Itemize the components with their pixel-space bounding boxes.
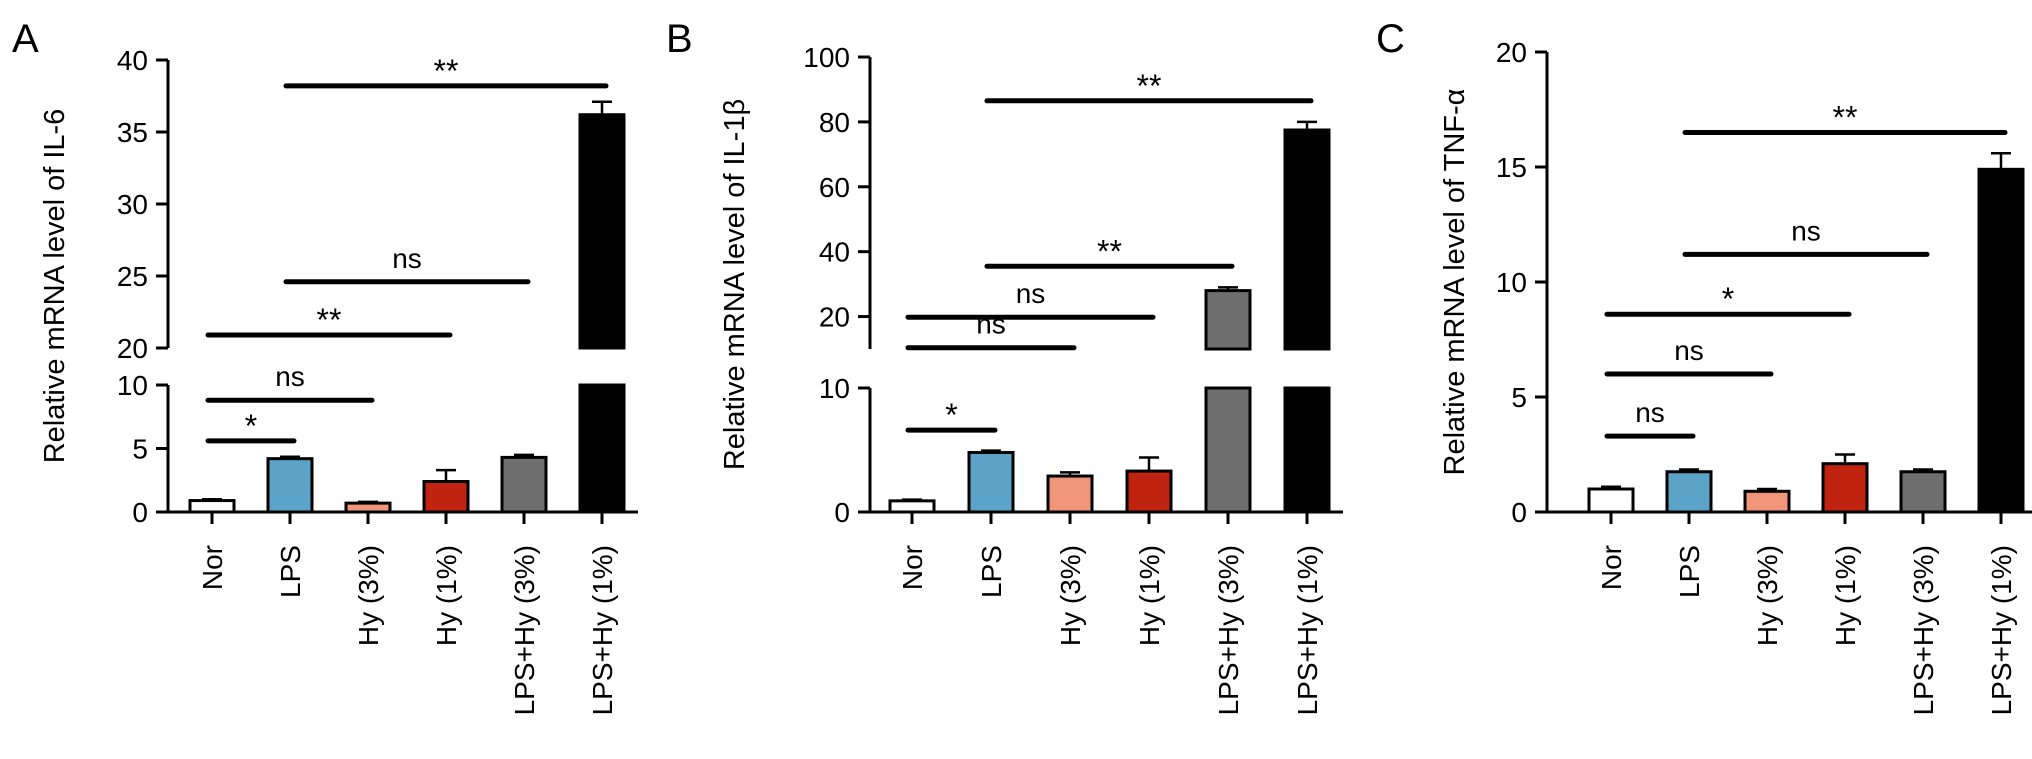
x-tick-label: Hy (1%) bbox=[1830, 545, 1861, 646]
significance-label: ns bbox=[1791, 215, 1821, 246]
bar bbox=[1821, 462, 1869, 514]
y-tick-label: 20 bbox=[117, 333, 148, 364]
significance-label: * bbox=[245, 408, 257, 444]
significance-label: ** bbox=[434, 53, 459, 89]
bar bbox=[1046, 474, 1094, 514]
y-tick-label: 10 bbox=[117, 370, 148, 401]
significance-label: ** bbox=[317, 302, 342, 338]
y-tick-label: 35 bbox=[117, 117, 148, 148]
significance-label: ns bbox=[976, 309, 1006, 340]
significance-label: ** bbox=[1833, 100, 1858, 136]
panel-letter: B bbox=[666, 17, 693, 61]
y-tick-label: 20 bbox=[1496, 37, 1527, 68]
x-tick-label: Hy (3%) bbox=[1055, 545, 1086, 646]
significance-label: ns bbox=[275, 361, 305, 392]
significance-label: ** bbox=[1137, 68, 1162, 104]
x-tick-label: Hy (3%) bbox=[353, 545, 384, 646]
x-tick-label: LPS bbox=[275, 545, 306, 598]
x-tick-label: Hy (1%) bbox=[1134, 545, 1165, 646]
panel-b: B 0 10 20 40 60 80 100 Relative mRNA level of IL… bbox=[666, 17, 1343, 715]
bar bbox=[1125, 469, 1173, 514]
x-tick-label: Hy (1%) bbox=[431, 545, 462, 646]
x-tick-label: LPS+Hy (3%) bbox=[509, 545, 540, 715]
x-tick-label: LPS+Hy (1%) bbox=[587, 545, 618, 715]
bar bbox=[578, 113, 626, 350]
bar bbox=[500, 455, 548, 514]
panel-letter: A bbox=[12, 17, 39, 61]
bar bbox=[1204, 386, 1252, 514]
bar bbox=[266, 457, 314, 514]
y-tick-label: 0 bbox=[834, 497, 850, 528]
y-tick-label: 0 bbox=[1511, 497, 1527, 528]
y-axis-title: Relative mRNA level of TNF-α bbox=[1439, 89, 1471, 476]
y-tick-label: 80 bbox=[819, 107, 850, 138]
bar bbox=[1743, 489, 1791, 514]
significance-label: ns bbox=[1674, 335, 1704, 366]
bar bbox=[888, 499, 936, 514]
significance-label: * bbox=[945, 397, 957, 433]
bar bbox=[188, 499, 236, 514]
x-tick-label: LPS bbox=[1674, 545, 1705, 598]
bar bbox=[1283, 386, 1331, 514]
x-tick-label: LPS+Hy (3%) bbox=[1908, 545, 1939, 715]
bar bbox=[578, 383, 626, 514]
bar bbox=[1665, 470, 1713, 514]
y-tick-label: 100 bbox=[803, 42, 850, 73]
y-tick-label: 25 bbox=[117, 261, 148, 292]
y-tick-label: 20 bbox=[819, 302, 850, 333]
y-tick-label: 10 bbox=[819, 373, 850, 404]
panel-a: A 0 5 10 20 25 30 35 40 Relative mRNA level of IL… bbox=[12, 17, 638, 715]
significance-label: ** bbox=[1097, 233, 1122, 269]
y-tick-label: 5 bbox=[132, 434, 148, 465]
bar bbox=[344, 501, 392, 514]
y-tick-label: 40 bbox=[117, 45, 148, 76]
y-axis-title: Relative mRNA level of IL-6 bbox=[39, 109, 71, 464]
panel-c: C 0 5 10 15 20 Relative mRNA level of TNF-α Nor… bbox=[1376, 17, 2032, 715]
y-tick-label: 0 bbox=[132, 497, 148, 528]
significance-label: ns bbox=[1635, 397, 1665, 428]
bar bbox=[967, 450, 1015, 514]
x-tick-label: LPS+Hy (3%) bbox=[1213, 545, 1244, 715]
bar bbox=[1587, 487, 1635, 514]
y-tick-label: 40 bbox=[819, 237, 850, 268]
y-tick-label: 5 bbox=[1511, 382, 1527, 413]
x-tick-label: LPS+Hy (1%) bbox=[1292, 545, 1323, 715]
x-tick-label: LPS+Hy (1%) bbox=[1986, 545, 2017, 715]
x-tick-label: Hy (3%) bbox=[1752, 545, 1783, 646]
significance-label: * bbox=[1722, 281, 1734, 317]
y-tick-label: 60 bbox=[819, 172, 850, 203]
y-axis-title: Relative mRNA level of IL-1β bbox=[719, 99, 751, 470]
y-tick-label: 30 bbox=[117, 189, 148, 220]
x-tick-label: Nor bbox=[197, 545, 228, 590]
x-tick-label: LPS bbox=[976, 545, 1007, 598]
y-tick-label: 10 bbox=[1496, 267, 1527, 298]
bar bbox=[422, 480, 470, 514]
bar bbox=[1899, 470, 1947, 514]
bar bbox=[1977, 167, 2025, 514]
y-tick-label: 15 bbox=[1496, 152, 1527, 183]
bar bbox=[1204, 289, 1252, 351]
x-tick-label: Nor bbox=[897, 545, 928, 590]
significance-label: ns bbox=[392, 243, 422, 274]
panel-letter: C bbox=[1376, 17, 1405, 61]
bar bbox=[1283, 128, 1331, 351]
x-tick-label: Nor bbox=[1596, 545, 1627, 590]
significance-label: ns bbox=[1016, 278, 1046, 309]
